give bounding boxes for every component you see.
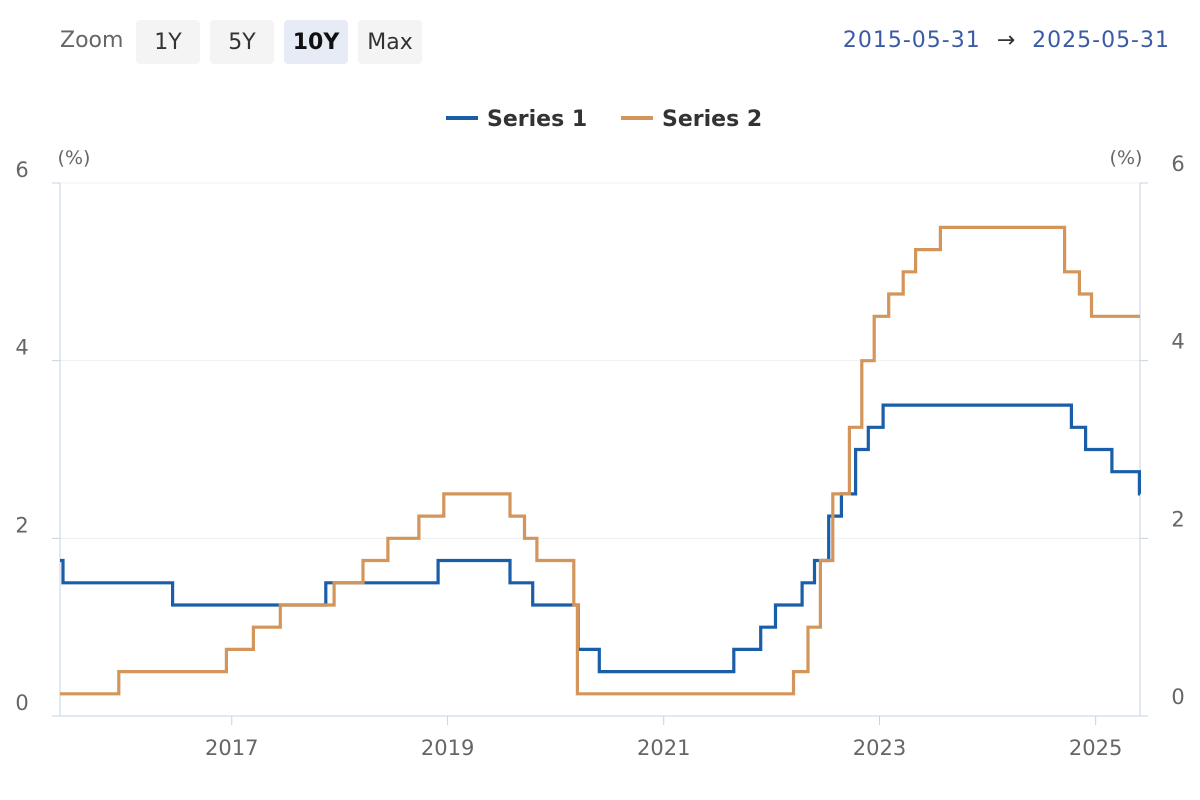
zoom-1y-button[interactable]: 1Y xyxy=(136,20,200,64)
series-2-line xyxy=(60,225,1140,696)
grid-layer xyxy=(60,182,1140,539)
zoom-10y-button[interactable]: 10Y xyxy=(284,20,348,64)
y-tick-label-right: 4 xyxy=(1171,330,1184,354)
x-tick-label: 2021 xyxy=(637,736,690,760)
y-unit-label-right: (%) xyxy=(1110,147,1143,169)
legend-label-series-2: Series 2 xyxy=(662,107,762,132)
range-end-date[interactable]: 2025-05-31 xyxy=(1032,28,1170,53)
y-tick-label-left: 2 xyxy=(15,513,28,537)
x-tick-label: 2023 xyxy=(853,736,906,760)
line-chart: 0 0 2 2 4 4 6 6 (%) (%) 2017 2019 2021 2023 2025 Serie… xyxy=(15,107,1184,760)
y-tick-label-left: 4 xyxy=(15,336,28,360)
y-tick-label-left: 6 xyxy=(15,158,28,182)
chart-toolbar: Zoom 1Y 5Y 10Y Max 2015-05-31 → 2025-05-31 xyxy=(0,0,1200,84)
x-tick-label: 2017 xyxy=(205,736,258,760)
date-range: 2015-05-31 → 2025-05-31 xyxy=(843,28,1170,53)
y-unit-label-left: (%) xyxy=(58,147,91,169)
series-1-line xyxy=(60,403,1141,674)
y-tick-label-right: 2 xyxy=(1171,507,1184,531)
axis-layer: 0 0 2 2 4 4 6 6 (%) (%) 2017 2019 2021 2023 2025 xyxy=(15,147,1184,760)
range-arrow-icon: → xyxy=(996,28,1017,53)
zoom-max-button[interactable]: Max xyxy=(358,20,422,64)
zoom-5y-button[interactable]: 5Y xyxy=(210,20,274,64)
range-start-date[interactable]: 2015-05-31 xyxy=(842,28,981,53)
x-tick-label: 2019 xyxy=(421,736,474,760)
series-layer xyxy=(60,225,1141,696)
x-tick-label: 2025 xyxy=(1069,736,1122,760)
y-tick-label-right: 6 xyxy=(1171,152,1184,176)
legend: Series 1 Series 2 xyxy=(446,107,762,132)
y-tick-label-left: 0 xyxy=(15,691,28,715)
y-tick-label-right: 0 xyxy=(1171,685,1184,709)
legend-label-series-1: Series 1 xyxy=(487,107,587,132)
zoom-label: Zoom xyxy=(60,28,124,53)
